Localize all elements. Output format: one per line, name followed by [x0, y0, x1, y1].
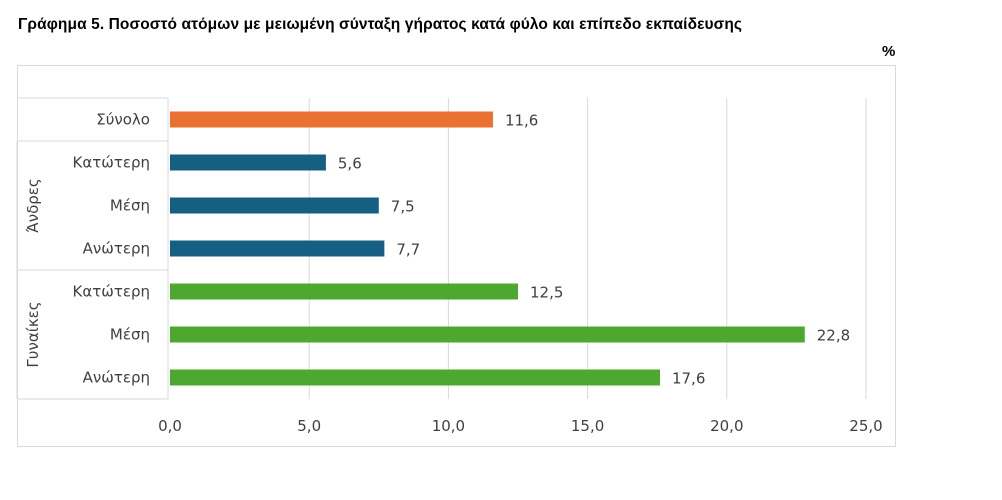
data-label: 7,7 — [396, 241, 420, 259]
x-tick-label: 10,0 — [432, 417, 465, 435]
x-tick-label: 25,0 — [849, 417, 882, 435]
category-label: Μέση — [110, 197, 150, 215]
data-label: 17,6 — [672, 370, 705, 388]
data-label: 22,8 — [817, 327, 850, 345]
category-label: Μέση — [110, 326, 150, 344]
bar — [170, 326, 805, 343]
bar — [170, 154, 326, 171]
data-label: 11,6 — [505, 112, 538, 130]
category-label: Κατώτερη — [73, 154, 150, 172]
group-label: Άνδρες — [24, 178, 42, 232]
category-label: Ανώτερη — [83, 369, 150, 387]
x-tick-label: 0,0 — [158, 417, 182, 435]
bar — [170, 240, 385, 257]
bar — [170, 283, 518, 300]
data-label: 5,6 — [338, 155, 362, 173]
category-label: Ανώτερη — [83, 240, 150, 258]
chart-title: Γράφημα 5. Ποσοστό ατόμων με μειωμένη σύ… — [18, 16, 743, 33]
category-label: Κατώτερη — [73, 283, 150, 301]
bar — [170, 197, 379, 214]
unit-label: % — [882, 43, 896, 60]
x-tick-label: 15,0 — [571, 417, 604, 435]
bar — [170, 111, 493, 128]
category-label: Σύνολο — [96, 111, 150, 129]
group-label: Γυναίκες — [24, 301, 42, 367]
x-tick-label: 5,0 — [297, 417, 321, 435]
data-label: 7,5 — [391, 198, 415, 216]
bar — [170, 369, 660, 386]
x-tick-label: 20,0 — [710, 417, 743, 435]
data-label: 12,5 — [530, 284, 563, 302]
